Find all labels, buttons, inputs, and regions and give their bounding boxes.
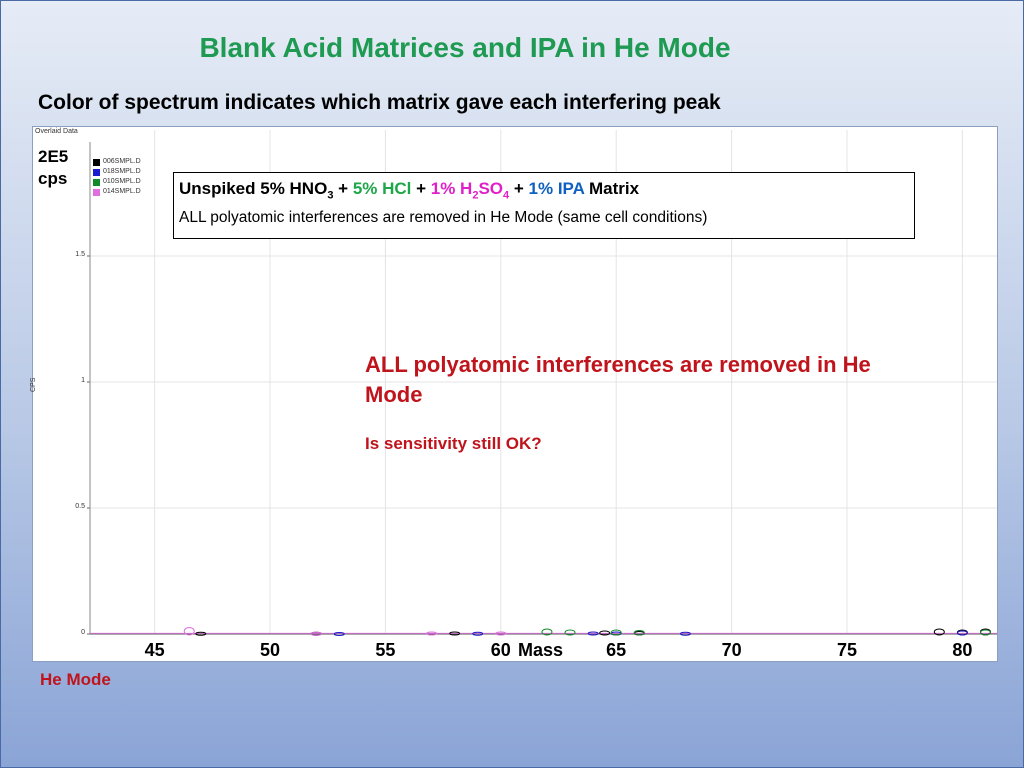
peak-point (587, 631, 599, 636)
matrix-description-part: + (411, 179, 431, 198)
peak-point (979, 629, 991, 636)
peak-point (310, 631, 322, 636)
legend-swatch (93, 178, 100, 186)
x-tick-label: 80 (952, 640, 973, 660)
peak-point (541, 628, 553, 636)
peak-point (333, 631, 345, 636)
x-tick-label: 60 (490, 640, 511, 660)
peak-point (495, 631, 507, 636)
scale-value: 2E5 (38, 147, 69, 166)
peak-point (599, 630, 611, 636)
x-tick-label: 65 (606, 640, 627, 660)
y-tick-label: 0 (81, 629, 85, 636)
legend-label: 018SMPL.D (103, 168, 141, 175)
x-tick-label: 45 (144, 640, 165, 660)
peak-point (472, 631, 484, 636)
peak-point (564, 629, 576, 636)
x-tick-label: 55 (375, 640, 396, 660)
scale-unit: cps (38, 169, 68, 188)
legend-swatch (93, 188, 100, 196)
y-axis-label: CPS (30, 377, 37, 392)
panel-caption: Overlaid Data (35, 128, 78, 135)
x-tick-label: 75 (836, 640, 857, 660)
matrix-description-part: 1% IPA (528, 179, 585, 198)
matrix-description-part: 4 (503, 189, 510, 202)
legend-swatch (93, 168, 100, 176)
x-tick-label: 70 (721, 640, 742, 660)
matrix-description-part: 1% H (430, 179, 473, 198)
callout-text: ALL polyatomic interferences are removed… (365, 352, 871, 407)
legend-swatch (93, 158, 100, 166)
peak-point (933, 628, 945, 636)
legend-label: 006SMPL.D (103, 158, 141, 165)
matrix-note: ALL polyatomic interferences are removed… (179, 209, 708, 227)
matrix-description-part: 5% HCl (352, 179, 412, 198)
legend-entry: 014SMPL.D (93, 187, 141, 197)
legend-label: 014SMPL.D (103, 188, 141, 195)
peak-point (195, 631, 207, 636)
peak-point (956, 630, 968, 636)
peak-point (610, 629, 622, 636)
legend-entry: 018SMPL.D (93, 167, 141, 177)
y-tick-label: 0.5 (75, 503, 85, 510)
matrix-info-box: Unspiked 5% HNO3 + 5% HCl + 1% H2SO4 + 1… (173, 172, 915, 239)
peak-point (183, 626, 195, 636)
legend-entry: 010SMPL.D (93, 177, 141, 187)
matrix-description-part: + (509, 179, 529, 198)
mode-label: He Mode (40, 670, 111, 689)
slide-title: Blank Acid Matrices and IPA in He Mode (199, 32, 731, 63)
legend: 006SMPL.D 018SMPL.D 010SMPL.D 014SMPL.D (93, 157, 141, 197)
peak-point (633, 629, 645, 636)
scale-label: 2E5 cps (38, 146, 68, 190)
x-tick-label: 50 (259, 640, 281, 660)
slide-subtitle: Color of spectrum indicates which matrix… (38, 91, 721, 114)
legend-label: 010SMPL.D (103, 178, 141, 185)
matrix-description-part: Unspiked 5% HNO (179, 179, 328, 198)
matrix-description-part: Matrix (584, 179, 640, 198)
matrix-description-part: + (333, 179, 353, 198)
peak-point (426, 631, 438, 636)
question-text: Is sensitivity still OK? (365, 434, 542, 453)
peak-point (449, 631, 461, 636)
matrix-description: Unspiked 5% HNO3 + 5% HCl + 1% H2SO4 + 1… (179, 179, 914, 201)
y-tick-label: 1.5 (75, 251, 85, 258)
y-tick-label: 1 (81, 377, 85, 384)
peak-point (679, 631, 691, 636)
matrix-description-part: SO (478, 179, 504, 198)
matrix-description-part: 3 (327, 189, 334, 202)
x-axis-label: Mass (518, 640, 564, 660)
matrix-description-part: 2 (472, 189, 479, 202)
legend-entry: 006SMPL.D (93, 157, 141, 167)
